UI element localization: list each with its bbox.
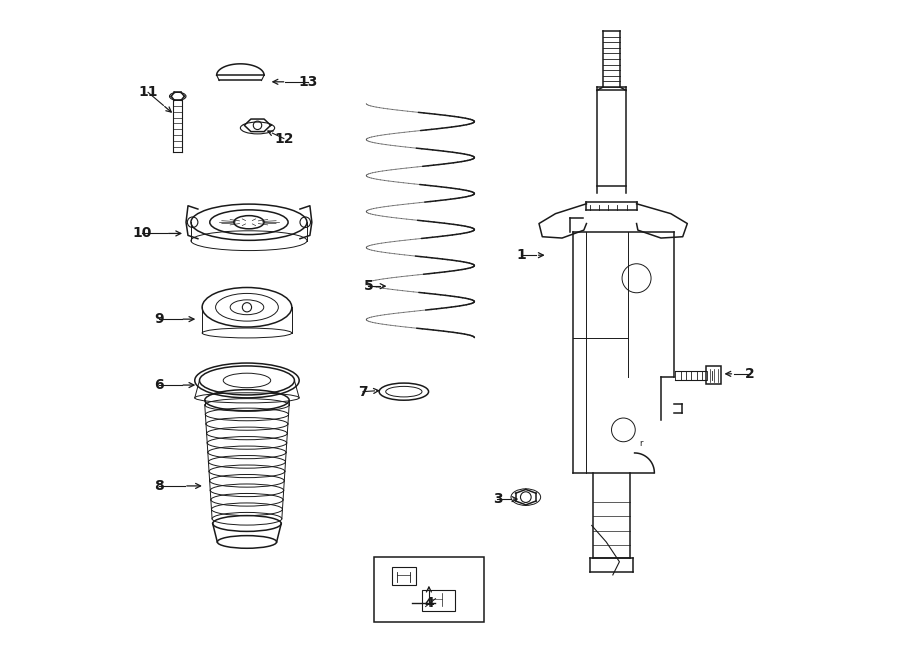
Text: 10: 10 <box>132 226 152 240</box>
Text: 6: 6 <box>154 378 164 392</box>
Text: 1: 1 <box>517 248 526 262</box>
Bar <box>422 590 455 611</box>
Text: 11: 11 <box>139 85 158 99</box>
Text: 13: 13 <box>299 75 318 89</box>
Text: 12: 12 <box>274 132 293 146</box>
Bar <box>392 567 416 585</box>
Bar <box>374 557 484 622</box>
Text: 4: 4 <box>424 596 434 610</box>
Text: 2: 2 <box>745 367 755 381</box>
Text: 7: 7 <box>358 385 368 399</box>
Text: r: r <box>639 440 643 448</box>
Text: 3: 3 <box>492 492 502 506</box>
Text: 8: 8 <box>154 479 164 493</box>
Text: 5: 5 <box>364 279 374 293</box>
Bar <box>706 366 721 385</box>
Text: 9: 9 <box>154 312 164 326</box>
